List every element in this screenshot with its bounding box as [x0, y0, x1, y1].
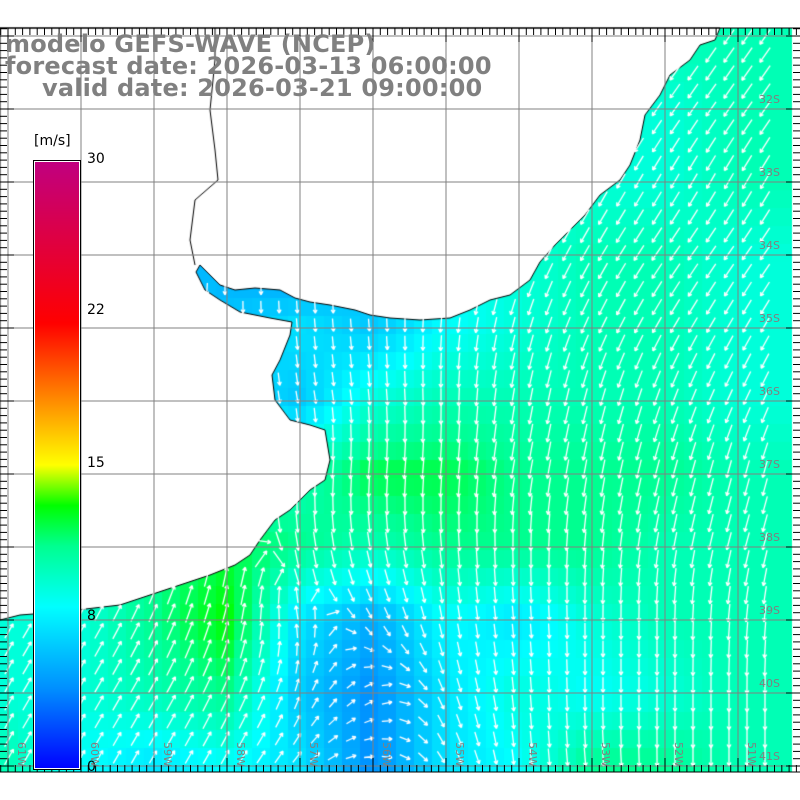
colorbar [33, 160, 81, 770]
lon-label: 51W [745, 742, 758, 767]
lon-label: 57W [307, 742, 320, 767]
lon-label: 58W [234, 742, 247, 767]
lat-label: 34S [759, 239, 780, 252]
lon-label: 54W [526, 742, 539, 767]
lat-label: 33S [759, 166, 780, 179]
lon-label: 59W [161, 742, 174, 767]
lat-label: 35S [759, 312, 780, 325]
colorbar-label-30: 30 [87, 151, 105, 167]
colorbar-label-0: 0 [87, 759, 96, 775]
colorbar-unit: [m/s] [34, 133, 71, 149]
lat-label: 39S [759, 604, 780, 617]
lat-label: 36S [759, 385, 780, 398]
colorbar-label-15: 15 [87, 455, 105, 471]
lat-label: 41S [759, 750, 780, 763]
valid-date: valid date: 2026-03-21 09:00:00 [42, 74, 483, 102]
lon-label: 56W [380, 742, 393, 767]
lat-label: 32S [759, 93, 780, 106]
model-title: modelo GEFS-WAVE (NCEP) [5, 30, 376, 58]
colorbar-label-22: 22 [87, 302, 105, 318]
colorbar-label-8: 8 [87, 608, 96, 624]
lat-label: 37S [759, 458, 780, 471]
lat-label: 38S [759, 531, 780, 544]
lon-label: 60W [88, 742, 101, 767]
lon-label: 61W [15, 742, 28, 767]
lon-label: 55W [453, 742, 466, 767]
lat-label: 40S [759, 677, 780, 690]
lon-label: 53W [599, 742, 612, 767]
forecast-date: forecast date: 2026-03-13 06:00:00 [5, 52, 492, 80]
lon-label: 52W [672, 742, 685, 767]
